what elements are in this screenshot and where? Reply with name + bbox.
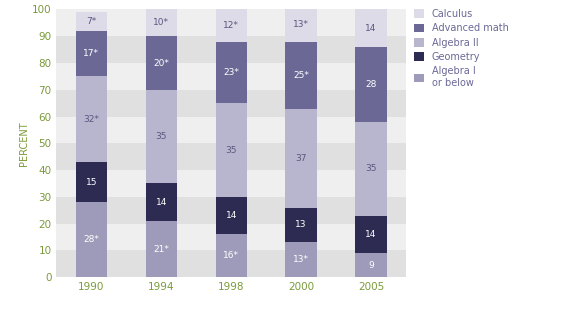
Bar: [215, 103, 247, 197]
Bar: [215, 197, 247, 234]
Bar: [56, 90, 406, 117]
Text: 37: 37: [296, 153, 307, 163]
Text: 12*: 12*: [223, 21, 239, 30]
Bar: [215, 9, 247, 42]
Text: 16*: 16*: [223, 251, 239, 260]
Bar: [285, 243, 317, 277]
Bar: [355, 215, 387, 253]
Bar: [285, 7, 317, 42]
Bar: [355, 253, 387, 277]
Bar: [76, 162, 107, 202]
Bar: [146, 36, 177, 90]
Bar: [146, 221, 177, 277]
Bar: [285, 42, 317, 108]
Text: 32*: 32*: [83, 115, 99, 124]
Text: 23*: 23*: [223, 68, 239, 77]
Text: 14: 14: [365, 24, 377, 33]
Bar: [146, 183, 177, 221]
Text: 10*: 10*: [153, 18, 169, 27]
Bar: [355, 9, 387, 47]
Bar: [56, 9, 406, 36]
Text: 15: 15: [86, 178, 97, 187]
Bar: [285, 208, 317, 243]
Text: 7*: 7*: [86, 17, 96, 26]
Text: 14: 14: [226, 211, 237, 220]
Bar: [355, 47, 387, 122]
Legend: Calculus, Advanced math, Algebra II, Geometry, Algebra I
or below: Calculus, Advanced math, Algebra II, Geo…: [415, 9, 509, 88]
Text: 17*: 17*: [83, 49, 99, 58]
Bar: [76, 31, 107, 76]
Y-axis label: PERCENT: PERCENT: [19, 121, 29, 166]
Bar: [56, 63, 406, 90]
Bar: [146, 9, 177, 36]
Bar: [76, 76, 107, 162]
Bar: [355, 122, 387, 215]
Bar: [56, 197, 406, 224]
Text: 21*: 21*: [153, 244, 169, 254]
Text: 13: 13: [296, 220, 307, 230]
Text: 25*: 25*: [293, 71, 309, 80]
Text: 28: 28: [365, 80, 377, 89]
Text: 35: 35: [156, 132, 167, 141]
Bar: [76, 202, 107, 277]
Bar: [215, 42, 247, 103]
Text: 9: 9: [368, 261, 374, 270]
Bar: [56, 170, 406, 197]
Bar: [56, 36, 406, 63]
Bar: [56, 117, 406, 143]
Bar: [215, 234, 247, 277]
Bar: [56, 224, 406, 250]
Text: 13*: 13*: [293, 255, 309, 264]
Text: 20*: 20*: [153, 59, 169, 67]
Bar: [285, 108, 317, 208]
Text: 13*: 13*: [293, 20, 309, 29]
Text: 28*: 28*: [83, 235, 99, 244]
Bar: [76, 12, 107, 31]
Bar: [146, 90, 177, 183]
Text: 35: 35: [226, 146, 237, 155]
Text: 14: 14: [365, 230, 377, 239]
Text: 35: 35: [365, 164, 377, 173]
Bar: [56, 143, 406, 170]
Bar: [56, 250, 406, 277]
Text: 14: 14: [156, 198, 167, 207]
